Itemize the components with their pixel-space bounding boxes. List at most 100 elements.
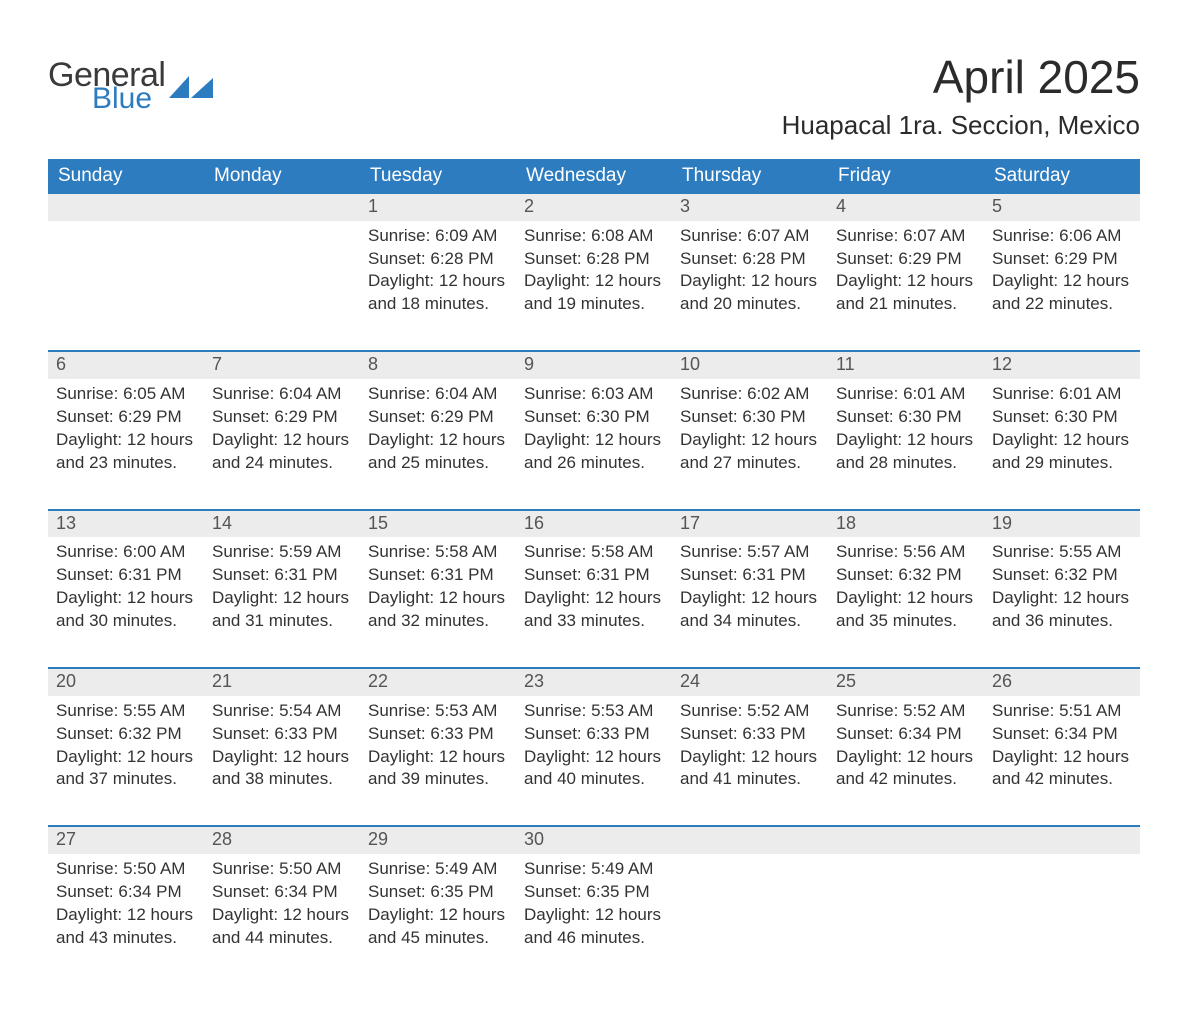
calendar-cell: 3Sunrise: 6:07 AMSunset: 6:28 PMDaylight… (672, 194, 828, 351)
day-number: 28 (204, 827, 360, 854)
calendar-cell: 12Sunrise: 6:01 AMSunset: 6:30 PMDayligh… (984, 351, 1140, 509)
day-number: 25 (828, 669, 984, 696)
day-details: Sunrise: 5:55 AMSunset: 6:32 PMDaylight:… (984, 537, 1140, 667)
day-number (984, 827, 1140, 854)
calendar-cell: 28Sunrise: 5:50 AMSunset: 6:34 PMDayligh… (204, 826, 360, 983)
calendar-cell (204, 194, 360, 351)
sunset-text: Sunset: 6:34 PM (836, 723, 976, 746)
daylight-line1: Daylight: 12 hours (524, 904, 664, 927)
day-number (204, 194, 360, 221)
daylight-line1: Daylight: 12 hours (836, 746, 976, 769)
daylight-line1: Daylight: 12 hours (524, 270, 664, 293)
sunset-text: Sunset: 6:32 PM (992, 564, 1132, 587)
day-details: Sunrise: 5:58 AMSunset: 6:31 PMDaylight:… (516, 537, 672, 667)
day-number: 14 (204, 511, 360, 538)
sunset-text: Sunset: 6:30 PM (680, 406, 820, 429)
day-number: 19 (984, 511, 1140, 538)
daylight-line1: Daylight: 12 hours (992, 746, 1132, 769)
day-details: Sunrise: 5:58 AMSunset: 6:31 PMDaylight:… (360, 537, 516, 667)
calendar-cell: 8Sunrise: 6:04 AMSunset: 6:29 PMDaylight… (360, 351, 516, 509)
daylight-line1: Daylight: 12 hours (212, 904, 352, 927)
sunrise-text: Sunrise: 5:55 AM (56, 700, 196, 723)
logo: General Blue (48, 58, 217, 114)
sunset-text: Sunset: 6:33 PM (680, 723, 820, 746)
calendar-cell: 14Sunrise: 5:59 AMSunset: 6:31 PMDayligh… (204, 510, 360, 668)
calendar-cell: 10Sunrise: 6:02 AMSunset: 6:30 PMDayligh… (672, 351, 828, 509)
calendar-week: 6Sunrise: 6:05 AMSunset: 6:29 PMDaylight… (48, 351, 1140, 509)
day-details: Sunrise: 5:54 AMSunset: 6:33 PMDaylight:… (204, 696, 360, 826)
calendar-cell (672, 826, 828, 983)
daylight-line1: Daylight: 12 hours (836, 429, 976, 452)
sunrise-text: Sunrise: 5:56 AM (836, 541, 976, 564)
sunrise-text: Sunrise: 5:51 AM (992, 700, 1132, 723)
daylight-line1: Daylight: 12 hours (836, 270, 976, 293)
daylight-line2: and 42 minutes. (836, 768, 976, 791)
col-wednesday: Wednesday (516, 159, 672, 194)
daylight-line1: Daylight: 12 hours (836, 587, 976, 610)
calendar-cell: 29Sunrise: 5:49 AMSunset: 6:35 PMDayligh… (360, 826, 516, 983)
day-number: 10 (672, 352, 828, 379)
day-details: Sunrise: 5:53 AMSunset: 6:33 PMDaylight:… (516, 696, 672, 826)
calendar-cell: 30Sunrise: 5:49 AMSunset: 6:35 PMDayligh… (516, 826, 672, 983)
logo-text-blue: Blue (92, 84, 165, 114)
daylight-line2: and 25 minutes. (368, 452, 508, 475)
day-details: Sunrise: 5:53 AMSunset: 6:33 PMDaylight:… (360, 696, 516, 826)
day-details (984, 854, 1140, 962)
day-number: 21 (204, 669, 360, 696)
col-friday: Friday (828, 159, 984, 194)
sunrise-text: Sunrise: 5:52 AM (680, 700, 820, 723)
day-details: Sunrise: 6:04 AMSunset: 6:29 PMDaylight:… (360, 379, 516, 509)
day-number: 4 (828, 194, 984, 221)
day-number: 15 (360, 511, 516, 538)
daylight-line2: and 38 minutes. (212, 768, 352, 791)
day-number: 13 (48, 511, 204, 538)
sunset-text: Sunset: 6:35 PM (368, 881, 508, 904)
calendar-cell: 4Sunrise: 6:07 AMSunset: 6:29 PMDaylight… (828, 194, 984, 351)
calendar-cell: 23Sunrise: 5:53 AMSunset: 6:33 PMDayligh… (516, 668, 672, 826)
calendar-cell (48, 194, 204, 351)
calendar-cell: 25Sunrise: 5:52 AMSunset: 6:34 PMDayligh… (828, 668, 984, 826)
day-number: 24 (672, 669, 828, 696)
day-details: Sunrise: 6:03 AMSunset: 6:30 PMDaylight:… (516, 379, 672, 509)
day-number: 3 (672, 194, 828, 221)
daylight-line2: and 32 minutes. (368, 610, 508, 633)
day-details: Sunrise: 6:05 AMSunset: 6:29 PMDaylight:… (48, 379, 204, 509)
sunrise-text: Sunrise: 6:02 AM (680, 383, 820, 406)
day-details: Sunrise: 6:07 AMSunset: 6:29 PMDaylight:… (828, 221, 984, 351)
sunrise-text: Sunrise: 5:53 AM (524, 700, 664, 723)
day-details: Sunrise: 5:50 AMSunset: 6:34 PMDaylight:… (48, 854, 204, 984)
day-details (48, 221, 204, 329)
daylight-line1: Daylight: 12 hours (56, 904, 196, 927)
daylight-line2: and 46 minutes. (524, 927, 664, 950)
day-details: Sunrise: 5:51 AMSunset: 6:34 PMDaylight:… (984, 696, 1140, 826)
sunset-text: Sunset: 6:34 PM (56, 881, 196, 904)
day-details: Sunrise: 5:50 AMSunset: 6:34 PMDaylight:… (204, 854, 360, 984)
day-details (204, 221, 360, 329)
daylight-line2: and 33 minutes. (524, 610, 664, 633)
sunrise-text: Sunrise: 5:54 AM (212, 700, 352, 723)
daylight-line2: and 18 minutes. (368, 293, 508, 316)
daylight-line2: and 23 minutes. (56, 452, 196, 475)
sunrise-text: Sunrise: 6:01 AM (992, 383, 1132, 406)
day-number: 23 (516, 669, 672, 696)
sunrise-text: Sunrise: 5:53 AM (368, 700, 508, 723)
sunrise-text: Sunrise: 6:00 AM (56, 541, 196, 564)
calendar-cell: 15Sunrise: 5:58 AMSunset: 6:31 PMDayligh… (360, 510, 516, 668)
daylight-line2: and 37 minutes. (56, 768, 196, 791)
day-number: 2 (516, 194, 672, 221)
day-number: 9 (516, 352, 672, 379)
calendar-cell: 24 Sunrise: 5:52 AMSunset: 6:33 PMDayligh… (672, 668, 828, 826)
day-number: 1 (360, 194, 516, 221)
daylight-line1: Daylight: 12 hours (56, 587, 196, 610)
sunset-text: Sunset: 6:29 PM (368, 406, 508, 429)
month-title: April 2025 (782, 50, 1140, 104)
day-details: Sunrise: 5:55 AMSunset: 6:32 PMDaylight:… (48, 696, 204, 826)
day-details: Sunrise: 5:57 AMSunset: 6:31 PMDaylight:… (672, 537, 828, 667)
sunrise-text: Sunrise: 5:50 AM (212, 858, 352, 881)
sunset-text: Sunset: 6:31 PM (680, 564, 820, 587)
sunset-text: Sunset: 6:31 PM (524, 564, 664, 587)
daylight-line2: and 44 minutes. (212, 927, 352, 950)
daylight-line1: Daylight: 12 hours (680, 746, 820, 769)
calendar-cell: 20Sunrise: 5:55 AMSunset: 6:32 PMDayligh… (48, 668, 204, 826)
daylight-line1: Daylight: 12 hours (368, 587, 508, 610)
